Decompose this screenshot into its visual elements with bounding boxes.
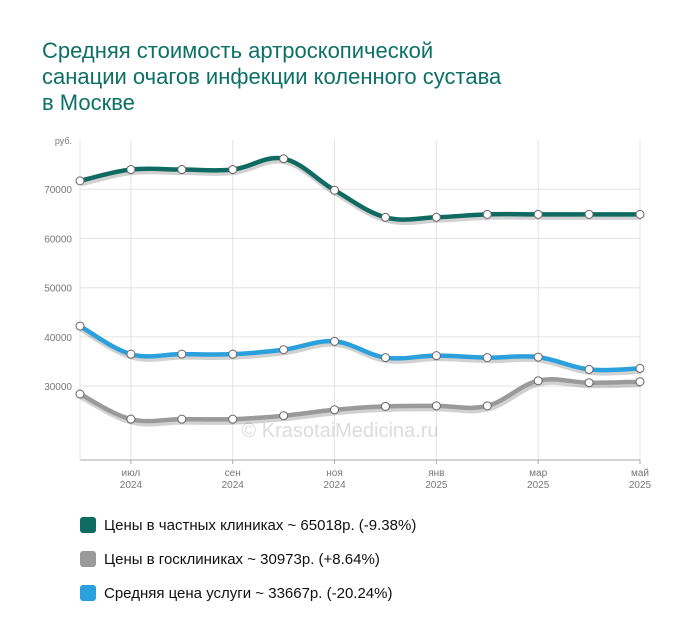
x-tick-label-month: июл [122, 468, 141, 479]
data-point-average [380, 353, 390, 363]
data-point-public [177, 414, 187, 424]
x-tick-label-year: 2024 [222, 480, 245, 491]
chart-axes: 3000040000500006000070000руб.июл2024сен2… [44, 136, 651, 491]
x-tick-label-year: 2024 [323, 480, 346, 491]
data-point-public [380, 401, 390, 411]
legend-item-public[interactable]: Цены в госклиниках ~ 30973р. (+8.64%) [80, 542, 416, 576]
x-tick-label-year: 2025 [629, 480, 652, 491]
series-line-shadow-public [79, 377, 642, 427]
legend-swatch-average [80, 585, 96, 601]
chart-legend: Цены в частных клиниках ~ 65018р. (-9.38… [80, 508, 416, 610]
data-point-private [431, 212, 441, 222]
legend-label-public: Цены в госклиниках ~ 30973р. (+8.64%) [104, 550, 380, 568]
x-tick-label-year: 2025 [527, 480, 550, 491]
data-point-private [533, 209, 543, 219]
x-tick-label-year: 2025 [425, 480, 448, 491]
x-tick-label-month: янв [428, 468, 444, 479]
data-point-average [533, 352, 543, 362]
data-point-public [584, 378, 594, 388]
chart-title-line-1: Средняя стоимость артроскопической [42, 38, 434, 63]
chart-title-line-3: в Москве [42, 90, 135, 115]
y-tick-label: 60000 [44, 234, 72, 245]
x-tick-label-month: ноя [326, 468, 343, 479]
data-point-private [75, 176, 85, 186]
data-point-public [635, 377, 645, 387]
y-tick-label: 30000 [44, 382, 72, 393]
data-point-public [228, 414, 238, 424]
data-point-public [75, 389, 85, 399]
chart-series [75, 154, 645, 427]
y-axis-unit: руб. [55, 136, 72, 146]
y-tick-label: 50000 [44, 284, 72, 295]
data-point-public [482, 401, 492, 411]
legend-label-average: Средняя цена услуги ~ 33667р. (-20.24%) [104, 584, 393, 602]
legend-label-private: Цены в частных клиниках ~ 65018р. (-9.38… [104, 516, 417, 534]
watermark: © KrasotaiMedicina.ru [241, 420, 438, 442]
x-tick-label-month: май [631, 468, 649, 479]
series-line-public [78, 377, 641, 424]
data-point-average [228, 349, 238, 359]
data-point-average [126, 349, 136, 359]
data-point-average [482, 353, 492, 363]
chart-title-line-2: санации очагов инфекции коленного сустав… [42, 64, 502, 89]
x-tick-label-year: 2024 [120, 480, 143, 491]
data-point-private [635, 209, 645, 219]
data-point-public [126, 414, 136, 424]
legend-item-average[interactable]: Средняя цена услуги ~ 33667р. (-20.24%) [80, 576, 416, 610]
data-point-average [431, 351, 441, 361]
data-point-private [177, 165, 187, 175]
data-point-private [584, 209, 594, 219]
data-point-private [330, 185, 340, 195]
data-point-private [482, 209, 492, 219]
data-point-private [380, 212, 390, 222]
legend-swatch-private [80, 517, 96, 533]
legend-item-private[interactable]: Цены в частных клиниках ~ 65018р. (-9.38… [80, 508, 416, 542]
data-point-public [533, 376, 543, 386]
legend-swatch-public [80, 551, 96, 567]
chart-title: Средняя стоимость артроскопической санац… [42, 38, 662, 116]
data-point-average [584, 364, 594, 374]
y-tick-label: 40000 [44, 333, 72, 344]
x-tick-label-month: сен [225, 468, 241, 479]
x-tick-label-month: мар [529, 468, 547, 479]
data-point-public [330, 405, 340, 415]
data-point-average [75, 321, 85, 331]
data-point-public [279, 411, 289, 421]
data-point-average [279, 345, 289, 355]
y-tick-label: 70000 [44, 185, 72, 196]
data-point-average [635, 363, 645, 373]
chart-grid [80, 140, 641, 460]
data-point-average [330, 336, 340, 346]
data-point-public [431, 401, 441, 411]
data-point-private [279, 154, 289, 164]
data-point-private [126, 165, 136, 175]
data-point-average [177, 349, 187, 359]
data-point-private [228, 165, 238, 175]
